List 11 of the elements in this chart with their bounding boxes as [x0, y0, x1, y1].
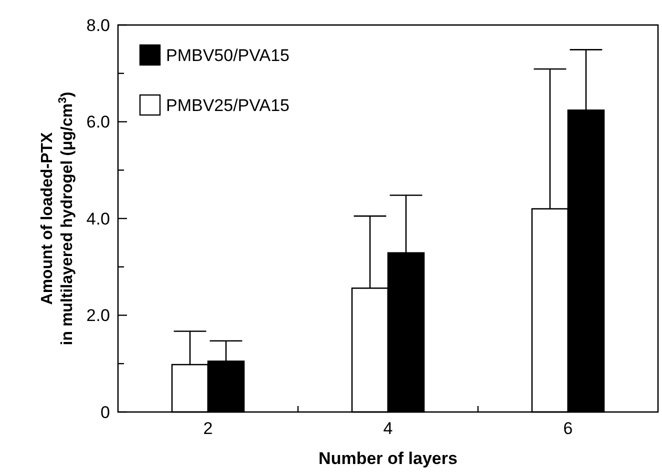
- y-tick-label: 6.0: [86, 112, 110, 132]
- x-tick-label: 4: [383, 419, 393, 438]
- y-tick-label: 8.0: [86, 16, 110, 35]
- y-tick-label: 0: [100, 402, 110, 422]
- x-tick-label: 6: [563, 419, 573, 438]
- y-tick-label: 4.0: [86, 209, 110, 228]
- legend-label: PMBV50/PVA15: [166, 46, 290, 65]
- y-tick-label: 2.0: [86, 306, 110, 326]
- x-axis-title: Number of layers: [318, 449, 458, 468]
- x-tick-label: 2: [203, 419, 213, 438]
- legend-label: PMBV25/PVA15: [166, 96, 290, 115]
